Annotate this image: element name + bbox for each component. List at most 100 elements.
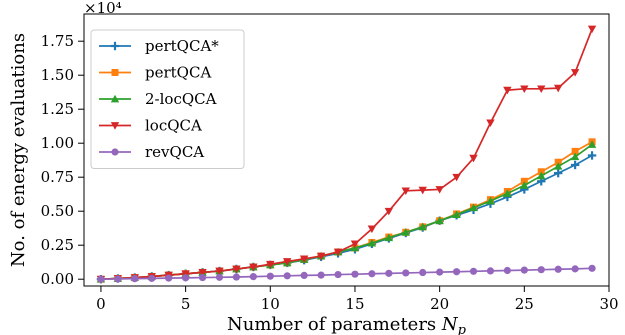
- data-point: [553, 84, 563, 93]
- data-point: [452, 210, 461, 218]
- data-point: [198, 269, 207, 277]
- data-point: [419, 268, 427, 277]
- data-point: [418, 222, 427, 231]
- data-point: [300, 271, 308, 279]
- data-point: [367, 225, 377, 234]
- data-point: [452, 268, 461, 276]
- legend-marker: [110, 41, 120, 51]
- x-tick-label: 5: [181, 295, 191, 313]
- legend-item: locQCA: [99, 117, 202, 135]
- series-line: [100, 267, 593, 281]
- data-point: [283, 272, 291, 280]
- legend: pertQCA* pertQCA 2-locQCA locQCA revQCA: [90, 29, 245, 169]
- data-point: [570, 152, 580, 161]
- data-point: [114, 275, 122, 283]
- data-point: [249, 273, 257, 281]
- data-point: [554, 265, 562, 273]
- data-point: [469, 203, 478, 212]
- y-tick-label: 1.50: [41, 66, 74, 84]
- data-point: [266, 272, 274, 280]
- data-point: [283, 258, 292, 266]
- data-point: [587, 25, 597, 34]
- data-point: [503, 266, 511, 275]
- data-point: [469, 267, 478, 275]
- data-point: [384, 233, 394, 242]
- data-point: [181, 270, 190, 278]
- data-point: [333, 248, 343, 257]
- data-point: [520, 266, 528, 274]
- data-point: [350, 240, 360, 249]
- data-point: [266, 260, 275, 269]
- plot-frame: [83, 13, 610, 287]
- data-point: [588, 264, 596, 272]
- data-point: [299, 255, 309, 263]
- series-locQCA: [96, 25, 597, 284]
- data-point: [182, 274, 190, 282]
- x-tick-label: 30: [599, 295, 618, 313]
- x-tick-label: 20: [430, 295, 449, 313]
- y-tick-label: 1.25: [41, 100, 74, 118]
- y-tick-label: 0.75: [41, 168, 74, 186]
- data-point: [436, 268, 444, 276]
- legend-marker: [110, 122, 120, 130]
- data-point: [553, 162, 563, 170]
- data-point: [97, 275, 105, 283]
- y-axis-label: No. of energy evaluations: [8, 33, 29, 267]
- legend-label: locQCA: [145, 117, 202, 135]
- data-point: [148, 274, 156, 282]
- data-point: [385, 269, 393, 277]
- data-point: [435, 216, 444, 225]
- data-point: [503, 86, 512, 95]
- data-point: [486, 267, 495, 275]
- data-point: [571, 147, 579, 155]
- data-point: [469, 154, 478, 163]
- data-point: [537, 171, 546, 180]
- legend-item: revQCA: [99, 143, 204, 161]
- legend-item: pertQCA: [99, 64, 211, 82]
- data-point: [334, 270, 342, 279]
- series-line: [100, 154, 593, 281]
- y-scale-multiplier: ×10⁴: [84, 0, 122, 17]
- data-point: [131, 275, 139, 283]
- data-point: [587, 140, 597, 148]
- x-tick-label: 10: [261, 295, 280, 313]
- x-axis: 0 5 10 15 20 25 30: [96, 286, 619, 313]
- data-point: [317, 271, 325, 279]
- data-point: [587, 151, 597, 160]
- data-point: [401, 228, 410, 236]
- data-point: [316, 252, 326, 261]
- data-point: [401, 187, 410, 195]
- y-tick-label: 1.75: [41, 32, 74, 50]
- data-point: [368, 270, 376, 278]
- legend-marker: [110, 94, 120, 103]
- data-point: [367, 238, 377, 247]
- data-point: [520, 181, 529, 189]
- y-axis: 0.00 0.25 0.50 0.75 1.00 1.25 1.50 1.75: [41, 32, 84, 288]
- data-point: [435, 186, 444, 194]
- legend-item: pertQCA*: [99, 37, 219, 55]
- data-point: [232, 273, 241, 281]
- legend-label: pertQCA: [145, 64, 211, 82]
- data-point: [215, 267, 224, 276]
- plot-area: [96, 25, 597, 284]
- legend-marker: [111, 69, 119, 76]
- y-tick-label: 1.00: [41, 134, 74, 152]
- data-point: [520, 85, 529, 93]
- data-point: [232, 265, 241, 274]
- legend-box: [90, 29, 245, 169]
- data-point: [452, 173, 461, 182]
- legend-label: 2-locQCA: [145, 90, 217, 108]
- data-point: [165, 274, 173, 282]
- data-point: [537, 266, 545, 274]
- y-tick-label: 0.50: [41, 202, 74, 220]
- x-tick-label: 15: [345, 295, 364, 313]
- legend-marker: [111, 148, 119, 156]
- data-point: [486, 196, 495, 205]
- legend-label: pertQCA*: [145, 37, 219, 55]
- data-point: [351, 270, 359, 278]
- data-point: [537, 85, 546, 93]
- data-point: [384, 207, 394, 216]
- series-revQCA: [97, 264, 596, 283]
- data-point: [418, 186, 427, 195]
